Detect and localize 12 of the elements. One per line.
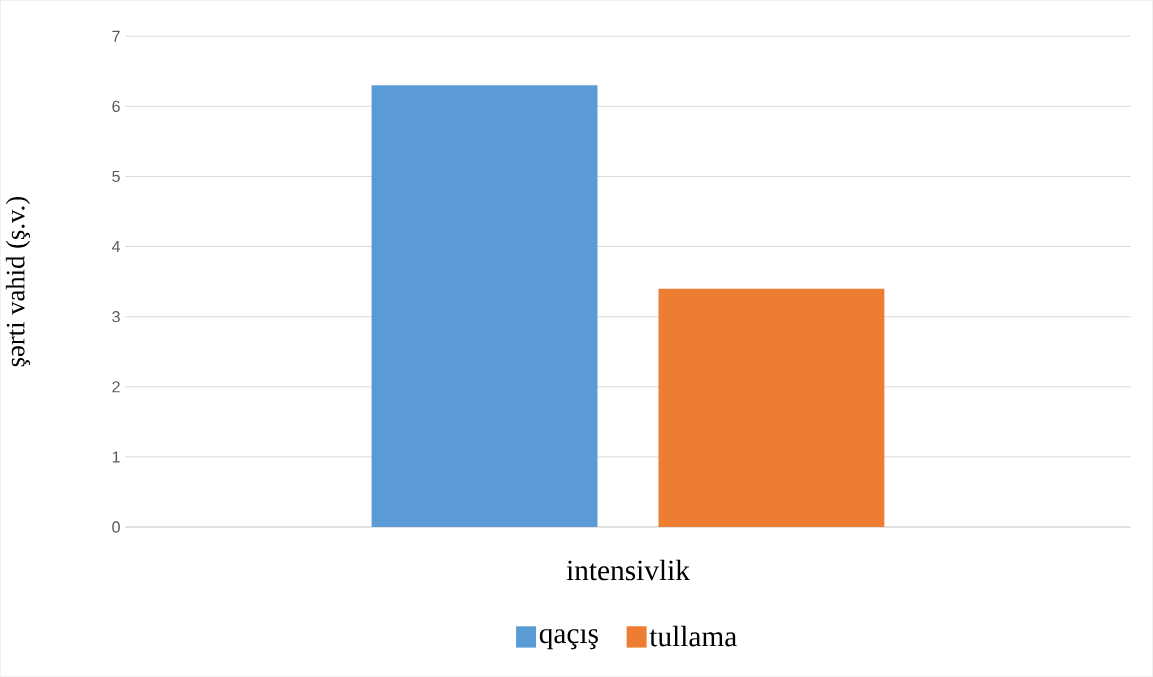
y-tick-label: 1 [112, 451, 120, 463]
y-axis-title: şərti vahid (ş.v.) [5, 196, 31, 367]
y-tick-label: 2 [112, 381, 120, 393]
legend-label: qaçış [539, 628, 598, 650]
y-tick-label: 4 [111, 240, 121, 252]
legend-label: tullama [649, 625, 737, 647]
y-tick-label: 0 [112, 521, 120, 533]
y-tick-label: 7 [112, 30, 120, 42]
y-tick-label: 6 [112, 100, 120, 112]
y-tick-label: 5 [112, 170, 120, 182]
x-tick-label: intensivlik [566, 559, 690, 581]
y-tick-label: 3 [112, 310, 120, 323]
